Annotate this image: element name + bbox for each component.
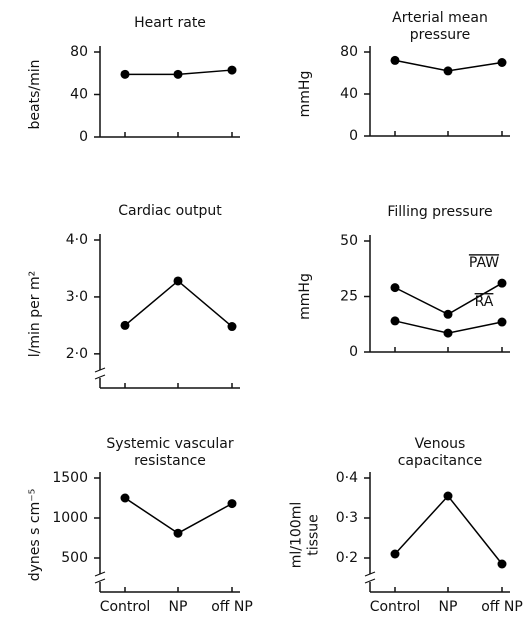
data-point bbox=[390, 549, 400, 559]
y-tick-label: 40 bbox=[340, 86, 358, 102]
y-axis-label: ml/100ml bbox=[289, 502, 305, 569]
data-point bbox=[227, 65, 237, 75]
y-axis-label: beats/min bbox=[27, 60, 43, 130]
axis-break-gap bbox=[367, 574, 373, 582]
x-tick-label: NP bbox=[439, 599, 458, 615]
x-tick-label: off NP bbox=[211, 599, 253, 615]
data-point bbox=[390, 283, 400, 293]
x-tick-label: NP bbox=[169, 599, 188, 615]
data-point bbox=[227, 322, 237, 332]
data-point bbox=[173, 528, 183, 538]
panel-title: capacitance bbox=[398, 453, 483, 469]
y-tick-label: 0 bbox=[349, 128, 358, 144]
y-axis-label: dynes s cm⁻⁵ bbox=[27, 489, 43, 581]
data-point bbox=[443, 491, 453, 501]
data-point bbox=[390, 55, 400, 65]
y-tick-label: 500 bbox=[61, 550, 88, 566]
axis-break-gap bbox=[97, 574, 103, 582]
data-point bbox=[497, 278, 507, 288]
y-tick-label: 0 bbox=[349, 344, 358, 360]
data-point bbox=[120, 320, 130, 330]
data-point bbox=[390, 316, 400, 326]
panel-title: Filling pressure bbox=[387, 204, 492, 220]
axis-break bbox=[94, 367, 106, 373]
data-point bbox=[120, 69, 130, 79]
axis-break bbox=[94, 571, 106, 577]
y-tick-label: 40 bbox=[70, 87, 88, 103]
y-tick-label: 80 bbox=[340, 44, 358, 60]
series-line bbox=[124, 497, 233, 535]
y-tick-label: 0·2 bbox=[336, 550, 358, 566]
y-tick-label: 0·3 bbox=[336, 510, 358, 526]
series-label: PAW bbox=[469, 255, 499, 271]
panel-title: Cardiac output bbox=[118, 203, 222, 219]
y-axis-label: mmHg bbox=[297, 71, 313, 118]
series-label: RA bbox=[475, 294, 494, 310]
data-point bbox=[227, 499, 237, 509]
data-point bbox=[173, 69, 183, 79]
panel-title: pressure bbox=[410, 27, 470, 43]
y-axis-label: tissue bbox=[306, 514, 322, 555]
panel-title: Systemic vascular bbox=[106, 436, 233, 452]
y-tick-label: 0 bbox=[79, 129, 88, 145]
panel: Heart rate beats/min 0 40 80 bbox=[27, 15, 240, 145]
y-axis-label: l/min per m² bbox=[27, 271, 43, 357]
x-tick-label: Control bbox=[100, 599, 151, 615]
y-tick-label: 0·4 bbox=[336, 470, 358, 486]
y-tick-label: 25 bbox=[340, 289, 358, 305]
panel-title: Heart rate bbox=[134, 15, 206, 31]
x-tick-label: Control bbox=[370, 599, 421, 615]
panel-title: Venous bbox=[415, 436, 466, 452]
series-line bbox=[124, 280, 233, 328]
axis-break-gap bbox=[97, 370, 103, 378]
y-tick-label: 50 bbox=[340, 233, 358, 249]
data-point bbox=[443, 66, 453, 76]
panel-title: Arterial mean bbox=[392, 10, 488, 26]
panel-title: resistance bbox=[134, 453, 206, 469]
y-tick-label: 2·0 bbox=[66, 346, 88, 362]
axis-break bbox=[94, 578, 106, 584]
series-line bbox=[394, 494, 503, 565]
y-tick-label: 80 bbox=[70, 44, 88, 60]
data-point bbox=[497, 559, 507, 569]
data-point bbox=[497, 317, 507, 327]
data-point bbox=[173, 276, 183, 286]
y-tick-label: 3·0 bbox=[66, 289, 88, 305]
data-point bbox=[497, 58, 507, 67]
y-tick-label: 4·0 bbox=[66, 232, 88, 248]
y-axis-label: mmHg bbox=[297, 273, 313, 320]
axis-break bbox=[364, 578, 376, 584]
y-tick-label: 1500 bbox=[52, 470, 88, 486]
y-tick-label: 1000 bbox=[52, 510, 88, 526]
panel: Cardiac output l/min per m² 2·0 3·0 4·0 bbox=[27, 203, 240, 389]
data-point bbox=[443, 328, 453, 338]
axis-break bbox=[94, 374, 106, 380]
panel: Filling pressure mmHg 0 25 50 PAW RA bbox=[297, 204, 510, 360]
axis-break bbox=[364, 571, 376, 577]
x-tick-label: off NP bbox=[481, 599, 523, 615]
data-point bbox=[443, 309, 453, 319]
data-point bbox=[120, 493, 130, 503]
